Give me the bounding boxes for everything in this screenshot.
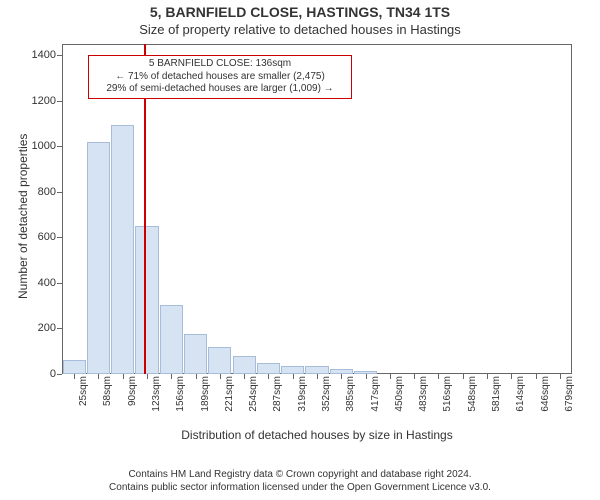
y-tick-label: 200 (26, 322, 56, 334)
x-tick-label: 516sqm (442, 376, 453, 420)
y-tick (57, 328, 62, 329)
y-tick-label: 800 (26, 186, 56, 198)
x-tick (317, 374, 318, 379)
x-tick (487, 374, 488, 379)
y-tick-label: 1000 (26, 140, 56, 152)
y-tick (57, 101, 62, 102)
x-tick-label: 614sqm (515, 376, 526, 420)
histogram-bar (135, 226, 158, 374)
x-tick-label: 25sqm (78, 376, 89, 420)
histogram-bar (281, 366, 304, 374)
y-tick (57, 55, 62, 56)
histogram-bar (184, 334, 207, 374)
x-tick-label: 319sqm (297, 376, 308, 420)
x-tick (220, 374, 221, 379)
annotation-line: 29% of semi-detached houses are larger (… (93, 83, 347, 96)
y-tick-label: 1200 (26, 95, 56, 107)
y-tick (57, 374, 62, 375)
chart-subtitle: Size of property relative to detached ho… (0, 22, 600, 37)
x-tick-label: 417sqm (370, 376, 381, 420)
x-tick (414, 374, 415, 379)
x-tick (196, 374, 197, 379)
x-axis-label: Distribution of detached houses by size … (62, 428, 572, 442)
x-tick (560, 374, 561, 379)
histogram-bar (257, 363, 280, 374)
y-tick-label: 1400 (26, 49, 56, 61)
chart-title: 5, BARNFIELD CLOSE, HASTINGS, TN34 1TS (0, 4, 600, 20)
x-tick (293, 374, 294, 379)
x-tick (147, 374, 148, 379)
attribution-line: Contains public sector information licen… (0, 481, 600, 494)
x-tick-label: 450sqm (394, 376, 405, 420)
histogram-bar (63, 360, 86, 374)
y-tick (57, 192, 62, 193)
x-tick-label: 287sqm (272, 376, 283, 420)
attribution-text: Contains HM Land Registry data © Crown c… (0, 468, 600, 494)
histogram-bar (233, 356, 256, 374)
x-tick (366, 374, 367, 379)
annotation-box: 5 BARNFIELD CLOSE: 136sqm← 71% of detach… (88, 55, 352, 99)
x-tick (390, 374, 391, 379)
histogram-bar (160, 305, 183, 374)
y-tick-label: 400 (26, 277, 56, 289)
x-tick-label: 385sqm (345, 376, 356, 420)
x-tick-label: 679sqm (564, 376, 575, 420)
histogram-bar (111, 125, 134, 374)
y-tick-label: 0 (26, 368, 56, 380)
x-tick-label: 254sqm (248, 376, 259, 420)
x-tick-label: 189sqm (200, 376, 211, 420)
histogram-bar (87, 142, 110, 374)
x-tick-label: 58sqm (102, 376, 113, 420)
y-tick (57, 146, 62, 147)
x-tick-label: 90sqm (127, 376, 138, 420)
x-tick-label: 548sqm (467, 376, 478, 420)
x-tick-label: 352sqm (321, 376, 332, 420)
x-tick (123, 374, 124, 379)
y-tick-label: 600 (26, 231, 56, 243)
annotation-line: 5 BARNFIELD CLOSE: 136sqm (93, 58, 347, 71)
x-tick-label: 156sqm (175, 376, 186, 420)
x-tick (268, 374, 269, 379)
y-axis-label: Number of detached properties (16, 134, 30, 299)
histogram-bar (305, 366, 328, 374)
x-tick-label: 646sqm (540, 376, 551, 420)
x-tick (171, 374, 172, 379)
x-tick-label: 123sqm (151, 376, 162, 420)
y-tick (57, 237, 62, 238)
x-tick-label: 483sqm (418, 376, 429, 420)
attribution-line: Contains HM Land Registry data © Crown c… (0, 468, 600, 481)
x-tick (341, 374, 342, 379)
x-tick (98, 374, 99, 379)
histogram-bar (208, 347, 231, 374)
y-tick (57, 283, 62, 284)
x-tick (463, 374, 464, 379)
x-tick (511, 374, 512, 379)
x-tick (536, 374, 537, 379)
x-tick (244, 374, 245, 379)
annotation-line: ← 71% of detached houses are smaller (2,… (93, 71, 347, 84)
x-tick (438, 374, 439, 379)
x-tick-label: 221sqm (224, 376, 235, 420)
x-tick-label: 581sqm (491, 376, 502, 420)
x-tick (74, 374, 75, 379)
chart-container: 5, BARNFIELD CLOSE, HASTINGS, TN34 1TS S… (0, 0, 600, 500)
